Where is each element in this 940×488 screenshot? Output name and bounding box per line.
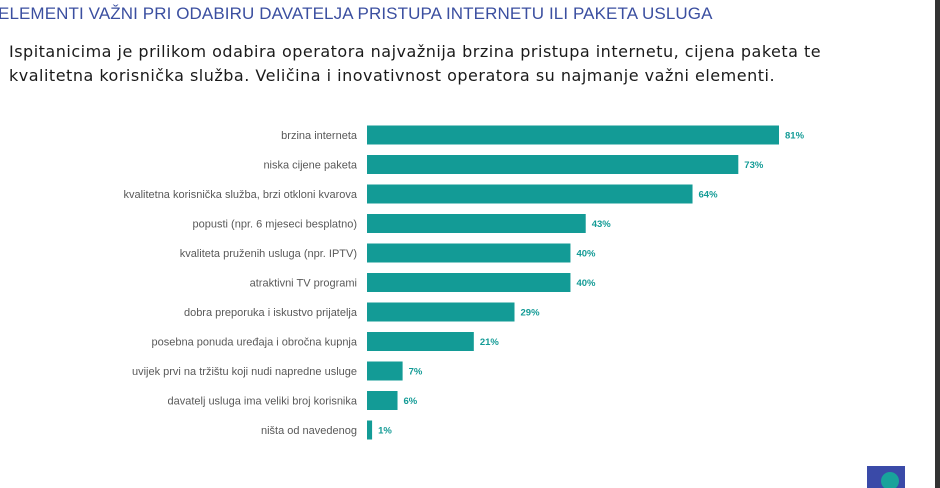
bar: [367, 125, 779, 145]
bar: [367, 332, 474, 351]
data-label: 29%: [521, 308, 541, 319]
data-label: 40%: [576, 278, 596, 289]
category-label: uvijek prvi na tržištu koji nudi napredn…: [132, 366, 357, 378]
bar: [367, 302, 515, 322]
data-label: 64%: [699, 190, 719, 201]
category-label: atraktivni TV programi: [250, 278, 357, 290]
bar: [367, 214, 586, 233]
bar: [367, 155, 739, 174]
data-label: 73%: [744, 160, 764, 171]
category-label: ništa od navedenog: [261, 425, 357, 437]
data-label: 6%: [404, 396, 418, 407]
data-label: 21%: [480, 337, 500, 348]
data-label: 1%: [378, 426, 392, 437]
data-label: 40%: [576, 249, 596, 260]
logo-circle: [881, 472, 899, 488]
data-label: 7%: [409, 367, 423, 378]
data-label: 43%: [592, 219, 612, 230]
bar: [367, 273, 571, 292]
summary-text: Ispitanicima je prilikom odabira operato…: [9, 40, 909, 88]
category-label: davatelj usluga ima veliki broj korisnik…: [167, 396, 357, 408]
category-label: kvalitetna korisnička služba, brzi otklo…: [123, 189, 357, 201]
page-title: ELEMENTI VAŽNI PRI ODABIRU DAVATELJA PRI…: [0, 4, 713, 23]
category-label: niska cijene paketa: [263, 160, 357, 172]
summary-line-1: Ispitanicima je prilikom odabira operato…: [9, 42, 822, 61]
category-label: popusti (npr. 6 mjeseci besplatno): [193, 219, 357, 231]
logo: [867, 466, 905, 488]
bar: [367, 243, 571, 263]
window-edge: [935, 0, 940, 488]
summary-line-2: kvalitetna korisnička služba. Veličina i…: [9, 66, 776, 85]
data-label: 81%: [785, 131, 805, 142]
bar: [367, 361, 403, 381]
category-label: posebna ponuda uređaja i obročna kupnja: [152, 337, 358, 349]
bar: [367, 420, 373, 440]
category-label: dobra preporuka i iskustvo prijatelja: [184, 307, 358, 319]
category-label: kvaliteta pruženih usluga (npr. IPTV): [180, 248, 357, 260]
bar: [367, 184, 693, 204]
bar: [367, 391, 398, 410]
category-label: brzina interneta: [281, 130, 358, 142]
